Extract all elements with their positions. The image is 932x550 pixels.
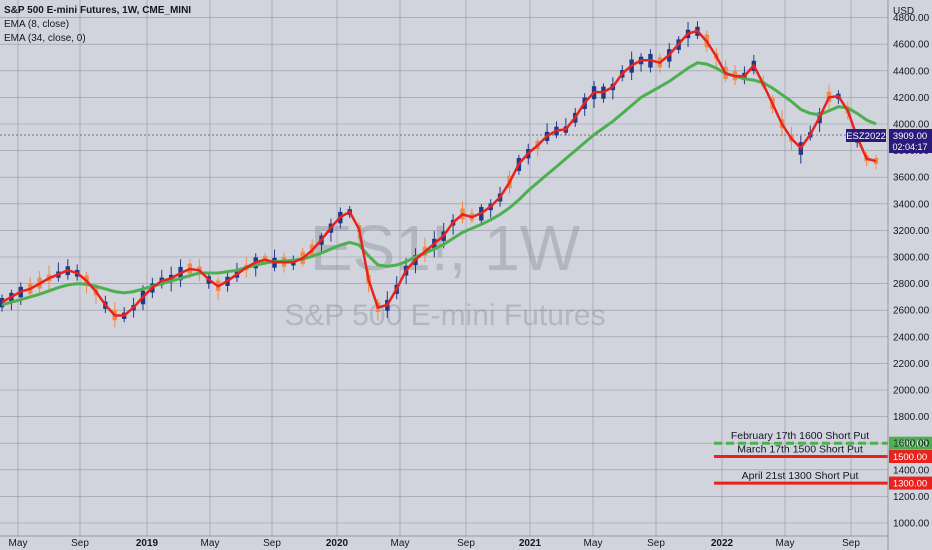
- time-tick-label: 2020: [326, 538, 349, 549]
- price-badge: ESZ2022 3909.00 02:04:17: [846, 129, 932, 153]
- short-put-price-text: 1600.00: [893, 439, 927, 450]
- currency-label: USD: [893, 6, 914, 17]
- price-tick-label: 3000.00: [893, 253, 930, 264]
- price-tick-label: 2800.00: [893, 279, 930, 290]
- time-tick-label: 2021: [519, 538, 542, 549]
- time-tick-label: Sep: [842, 538, 860, 549]
- legend: S&P 500 E-mini Futures, 1W, CME_MINI EMA…: [4, 5, 191, 44]
- price-tick-label: 1200.00: [893, 492, 930, 503]
- legend-ema-fast[interactable]: EMA (8, close): [4, 19, 69, 30]
- short-put-price-badge: [889, 436, 932, 450]
- legend-ema-slow[interactable]: EMA (34, close, 0): [4, 33, 86, 44]
- time-tick-label: May: [201, 538, 220, 549]
- countdown-text: 02:04:17: [892, 142, 927, 152]
- price-tick-label: 3200.00: [893, 226, 930, 237]
- price-tick-label: 2000.00: [893, 386, 930, 397]
- short-put-label: March 17th 1500 Short Put: [737, 444, 863, 456]
- time-tick-label: 2022: [711, 538, 734, 549]
- short-put-price-text: 1500.00: [893, 452, 927, 463]
- short-put-price-text: 1300.00: [893, 479, 927, 490]
- grid: [0, 0, 888, 536]
- price-tick-label: 4200.00: [893, 93, 930, 104]
- watermark-name: S&P 500 E-mini Futures: [284, 299, 605, 332]
- price-tick-label: 3600.00: [893, 173, 930, 184]
- price-tick-label: 1800.00: [893, 412, 930, 423]
- last-price-text: 3909.00: [893, 131, 927, 142]
- ema-lines: [1, 29, 877, 317]
- chart-title: S&P 500 E-mini Futures, 1W, CME_MINI: [4, 5, 191, 16]
- price-tick-label: 1400.00: [893, 465, 930, 476]
- time-tick-label: May: [584, 538, 603, 549]
- price-tick-label: 4400.00: [893, 66, 930, 77]
- short-put-label: February 17th 1600 Short Put: [731, 430, 869, 442]
- time-tick-label: May: [776, 538, 795, 549]
- price-tick-label: 1000.00: [893, 519, 930, 530]
- short-put-label: April 21st 1300 Short Put: [742, 470, 859, 482]
- time-tick-label: 2019: [136, 538, 159, 549]
- price-annotations: February 17th 1600 Short Put 1600.00 March…: [714, 430, 932, 490]
- short-put-price-badge: [889, 450, 932, 463]
- last-price-badge: [889, 129, 932, 153]
- price-tick-label: 2400.00: [893, 332, 930, 343]
- time-tick-label: May: [9, 538, 28, 549]
- ema-8-line[interactable]: [1, 29, 877, 317]
- candle-body: [0, 297, 5, 308]
- time-tick-label: Sep: [263, 538, 281, 549]
- price-tick-label: 4800.00: [893, 13, 930, 24]
- symbol-badge-text: ESZ2022: [846, 131, 886, 142]
- price-axis[interactable]: USD: [887, 0, 914, 550]
- price-tick-label: 2600.00: [893, 306, 930, 317]
- time-axis[interactable]: May Sep 2019 May Sep 2020 May Sep 2021 May Sep 2022…: [0, 535, 888, 549]
- time-tick-label: May: [391, 538, 410, 549]
- symbol-badge: [846, 129, 886, 142]
- time-tick-label: Sep: [71, 538, 89, 549]
- time-tick-label: Sep: [647, 538, 665, 549]
- time-tick-label: Sep: [457, 538, 475, 549]
- watermark-symbol: ES1!, 1W: [310, 212, 581, 284]
- price-tick-label: 4600.00: [893, 40, 930, 51]
- short-put-price-badge: [889, 476, 932, 490]
- price-tick-label: 4000.00: [893, 120, 930, 131]
- price-tick-label: 2200.00: [893, 359, 930, 370]
- price-tick-label: 3400.00: [893, 199, 930, 210]
- price-tick-label: 1600.00: [893, 439, 930, 450]
